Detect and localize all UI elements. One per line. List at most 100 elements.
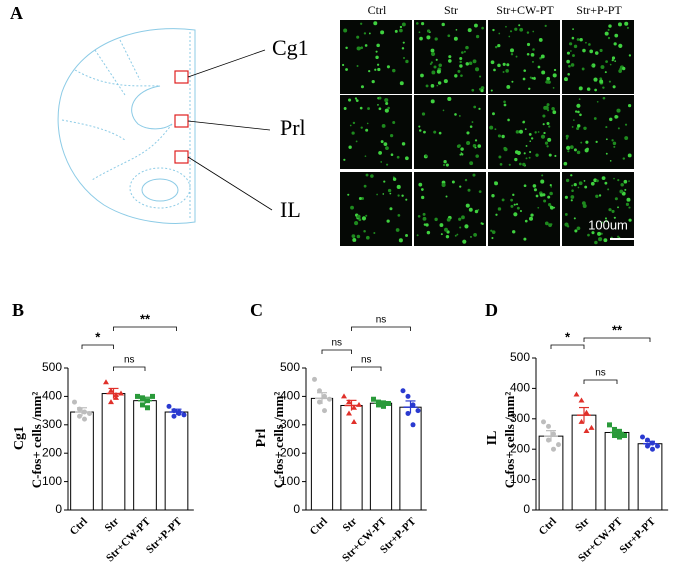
cell-dot [608,24,612,28]
cell-dot [469,125,473,128]
cell-dot [546,103,550,107]
cell-dot [593,117,597,120]
data-point [346,399,352,405]
cell-dot [468,207,473,212]
cell-dot [473,232,477,237]
significance-bracket [351,326,411,331]
cell-dot [462,239,467,244]
cell-dot [590,181,595,186]
data-point [573,391,580,397]
y-tick-label: 200 [42,445,62,459]
cell-dot [364,44,368,47]
significance-bracket [321,349,352,354]
cell-dot [528,132,532,136]
cell-dot [494,128,497,131]
cell-dot [380,30,385,35]
cell-dot [456,233,459,236]
cell-dot [594,51,599,55]
cell-dot [523,69,527,72]
cell-dot [584,185,588,189]
data-point [607,422,612,428]
significance-bracket [550,344,585,349]
cell-dot [628,104,632,108]
cell-dot [583,126,587,131]
cell-dot [364,155,367,157]
cell-dot [616,108,621,113]
data-point [327,396,332,402]
cell-dot [529,76,532,79]
cell-dot [399,28,403,33]
cell-dot [446,217,451,222]
data-point [118,390,124,396]
cell-dot [402,56,406,60]
cell-dot [461,51,464,54]
cell-dot [578,98,581,100]
cell-dot [577,110,580,114]
cell-dot [524,128,527,130]
y-tick-label: 500 [42,360,62,374]
cell-dot [360,46,364,50]
cell-dot [542,114,546,118]
cell-dot [505,69,509,73]
cell-dot [460,74,463,77]
cell-dot [365,173,369,177]
cell-dot [501,134,505,139]
cell-dot [573,183,577,187]
cell-dot [518,162,522,166]
cell-dot [617,127,620,130]
cell-dot [566,225,570,228]
y-tick-label: 500 [510,350,530,364]
cell-dot [444,227,448,232]
cell-dot [584,148,589,153]
cell-dot [531,60,534,63]
cell-dot [626,26,629,29]
cell-dot [470,236,472,238]
panel-label: D [485,300,498,320]
cell-dot [529,216,534,221]
data-point [578,418,585,424]
cell-dot [620,182,624,187]
region-label: Cg1 [12,426,27,450]
cell-dot [607,28,610,31]
brain-outline [57,28,196,224]
cell-dot [519,209,523,213]
cell-dot [474,209,479,214]
cell-dot [526,42,531,47]
cell-dot [604,217,607,220]
cell-dot [351,131,355,135]
significance-label: ns [331,338,342,349]
significance-label: * [95,329,101,344]
cell-dot [495,213,498,216]
cell-dot [420,73,424,78]
cell-dot [441,182,446,188]
cell-dot [423,223,427,226]
cell-dot [548,153,552,157]
cell-dot [425,154,428,158]
cell-dot [538,38,543,42]
cell-dot [387,188,392,193]
x-tick-label: Ctrl [537,515,559,537]
cell-dot [478,88,482,91]
cell-dot [396,184,401,190]
cell-dot [442,109,445,112]
cell-dot [425,84,429,88]
cell-dot [491,236,494,240]
cell-dot [522,120,525,124]
cell-dot [611,139,614,142]
cell-dot [390,153,394,157]
significance-label: ns [361,355,372,366]
cell-dot [548,125,551,128]
cell-dot [454,234,457,237]
cell-dot [617,22,622,27]
cell-dot [466,131,470,135]
cell-dot [356,234,361,239]
cell-dot [618,43,623,48]
x-tick-label: Str [103,515,122,534]
cell-dot [359,106,363,110]
cell-dot [475,154,479,158]
cell-dot [613,42,617,46]
cell-dot [502,70,505,73]
significance-label: ** [612,322,623,337]
data-point [617,434,622,440]
cell-dot [474,139,478,142]
